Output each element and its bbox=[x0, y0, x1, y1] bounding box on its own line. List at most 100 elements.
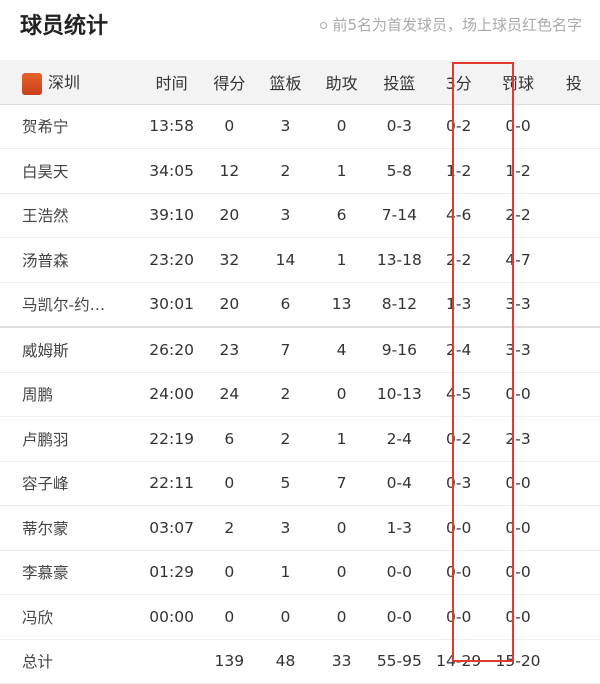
stat-cell: 0-0 bbox=[505, 518, 531, 537]
team-name: 深圳 bbox=[48, 73, 81, 92]
stat-cell: 5 bbox=[280, 474, 291, 493]
stat-cell: 22:19 bbox=[149, 429, 194, 448]
stat-cell: 3 bbox=[280, 206, 291, 225]
stat-cell: 3-3 bbox=[505, 340, 531, 359]
stat-cell: 10-13 bbox=[376, 385, 422, 404]
player-name: 李慕豪 bbox=[22, 564, 69, 583]
stat-cell: 13-18 bbox=[376, 250, 422, 269]
player-name: 马凯尔-约… bbox=[22, 296, 106, 315]
stat-cell: 30:01 bbox=[149, 295, 194, 314]
stat-cell: 1 bbox=[280, 563, 291, 582]
table-row[interactable]: 冯欣 00:00 0 0 0 0-0 0-0 0-0 bbox=[0, 595, 600, 639]
stat-cell: 0-3 bbox=[386, 117, 412, 136]
table-row[interactable]: 蒂尔蒙 03:07 2 3 0 1-3 0-0 0-0 bbox=[0, 506, 600, 550]
stat-cell: 2-2 bbox=[505, 206, 531, 225]
stat-cell: 20 bbox=[219, 206, 240, 225]
stat-cell: 34:05 bbox=[149, 161, 194, 180]
stat-cell: 2 bbox=[280, 385, 291, 404]
stat-cell: 23 bbox=[219, 340, 240, 359]
table-row[interactable]: 贺希宁 13:58 0 3 0 0-3 0-2 0-0 bbox=[0, 104, 600, 149]
starter-note: 前5名为首发球员，场上球员红色名字 bbox=[320, 14, 582, 35]
stat-cell: 1 bbox=[336, 429, 347, 448]
col-ft[interactable]: 罚球 bbox=[502, 73, 535, 93]
table-row[interactable]: 白昊天 34:05 12 2 1 5-8 1-2 1-2 bbox=[0, 149, 600, 193]
player-name: 王浩然 bbox=[22, 207, 69, 226]
stat-cell: 13 bbox=[331, 295, 352, 314]
stat-cell: 0-2 bbox=[446, 117, 472, 136]
note-text: 前5名为首发球员，场上球员红色名字 bbox=[332, 16, 582, 34]
table-row[interactable]: 威姆斯 26:20 23 7 4 9-16 2-4 3-3 bbox=[0, 327, 600, 372]
stat-cell: 7 bbox=[280, 340, 291, 359]
total-row[interactable]: 总计 139 48 33 55-95 14-29 15-20 bbox=[0, 639, 600, 684]
stat-cell: 3-3 bbox=[505, 295, 531, 314]
stat-cell: 1-2 bbox=[446, 161, 472, 180]
col-points[interactable]: 得分 bbox=[213, 73, 246, 93]
stat-cell: 39:10 bbox=[149, 206, 194, 225]
stat-cell: 1-2 bbox=[505, 161, 531, 180]
col-3pt[interactable]: 3分 bbox=[445, 73, 472, 93]
stat-cell: 0-2 bbox=[446, 429, 472, 448]
player-name: 容子峰 bbox=[22, 475, 69, 494]
table-header: 深圳 时间 得分 篮板 助攻 投篮 3分 罚球 投 bbox=[0, 60, 600, 104]
stat-cell: 0 bbox=[336, 563, 347, 582]
stat-cell: 00:00 bbox=[149, 607, 194, 626]
stat-cell: 4-5 bbox=[446, 385, 472, 404]
stat-cell bbox=[142, 639, 201, 684]
stat-cell: 26:20 bbox=[149, 340, 194, 359]
stat-cell: 0 bbox=[336, 518, 347, 537]
table-row[interactable]: 李慕豪 01:29 0 1 0 0-0 0-0 0-0 bbox=[0, 550, 600, 595]
col-time[interactable]: 时间 bbox=[155, 73, 188, 93]
stat-cell: 0 bbox=[224, 563, 235, 582]
col-rebounds[interactable]: 篮板 bbox=[269, 73, 302, 93]
stat-cell: 1-3 bbox=[446, 295, 472, 314]
col-more[interactable]: 投 bbox=[565, 73, 582, 93]
stat-cell: 13:58 bbox=[149, 117, 194, 136]
stat-cell: 23:20 bbox=[149, 250, 194, 269]
table-row[interactable]: 容子峰 22:11 0 5 7 0-4 0-3 0-0 bbox=[0, 461, 600, 506]
stat-cell: 0 bbox=[280, 607, 291, 626]
stat-cell: 14-29 bbox=[436, 652, 482, 671]
stat-cell: 20 bbox=[219, 295, 240, 314]
player-stats-table: 深圳 时间 得分 篮板 助攻 投篮 3分 罚球 投 贺希宁 13:58 0 3 0 0-3… bbox=[0, 60, 600, 684]
table-row[interactable]: 周鹏 24:00 24 2 0 10-13 4-5 0-0 bbox=[0, 372, 600, 417]
stat-cell: 0-0 bbox=[505, 563, 531, 582]
stat-cell: 1-3 bbox=[386, 518, 412, 537]
stat-cell: 0-0 bbox=[505, 607, 531, 626]
stat-cell: 33 bbox=[331, 652, 352, 671]
table-row[interactable]: 汤普森 23:20 32 14 1 13-18 2-2 4-7 bbox=[0, 238, 600, 282]
player-name: 蒂尔蒙 bbox=[22, 519, 69, 538]
player-name: 汤普森 bbox=[22, 251, 69, 270]
stat-cell: 5-8 bbox=[386, 161, 412, 180]
stat-cell: 15-20 bbox=[495, 652, 541, 671]
stat-cell: 0 bbox=[224, 474, 235, 493]
stat-cell: 6 bbox=[280, 295, 291, 314]
team-header: 深圳 bbox=[0, 60, 142, 104]
stat-cell: 3 bbox=[280, 518, 291, 537]
stat-cell: 0 bbox=[224, 117, 235, 136]
player-name: 总计 bbox=[22, 653, 54, 672]
stat-cell: 0 bbox=[336, 385, 347, 404]
col-assists[interactable]: 助攻 bbox=[325, 73, 358, 93]
bullet-icon bbox=[320, 22, 328, 29]
stat-cell: 6 bbox=[336, 206, 347, 225]
table-row[interactable]: 卢鹏羽 22:19 6 2 1 2-4 0-2 2-3 bbox=[0, 417, 600, 461]
table-row[interactable]: 马凯尔-约… 30:01 20 6 13 8-12 1-3 3-3 bbox=[0, 282, 600, 327]
table-row[interactable]: 王浩然 39:10 20 3 6 7-14 4-6 2-2 bbox=[0, 193, 600, 238]
stat-cell: 4-7 bbox=[505, 250, 531, 269]
stat-cell: 6 bbox=[224, 429, 235, 448]
stat-cell: 0-0 bbox=[386, 607, 412, 626]
stat-cell: 0-0 bbox=[505, 117, 531, 136]
player-name: 威姆斯 bbox=[22, 341, 69, 360]
stat-cell: 7 bbox=[336, 474, 347, 493]
stat-cell: 24 bbox=[219, 385, 240, 404]
stat-cell: 4 bbox=[336, 340, 347, 359]
stat-cell: 0-0 bbox=[446, 563, 472, 582]
stat-cell: 1 bbox=[336, 250, 347, 269]
stat-cell: 0-3 bbox=[446, 474, 472, 493]
team-logo-icon bbox=[22, 72, 42, 95]
stat-cell: 8-12 bbox=[381, 295, 417, 314]
col-fg[interactable]: 投篮 bbox=[383, 73, 416, 93]
stat-cell: 0 bbox=[336, 607, 347, 626]
player-name: 冯欣 bbox=[22, 608, 54, 627]
stat-cell: 0-0 bbox=[446, 607, 472, 626]
